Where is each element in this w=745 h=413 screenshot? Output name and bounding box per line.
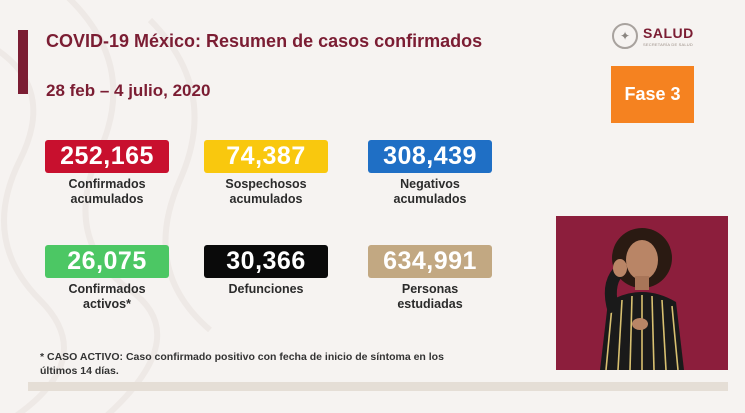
stat-value-box: 634,991 <box>368 245 492 278</box>
stat-value-box: 74,387 <box>204 140 328 173</box>
sign-language-interpreter-video <box>556 216 728 370</box>
salud-logo: ✦ SALUD SECRETARÍA DE SALUD <box>612 21 712 51</box>
stat-label-line1: Negativos <box>400 177 460 191</box>
logo-wordmark: SALUD <box>643 24 694 41</box>
logo-subtext: SECRETARÍA DE SALUD <box>643 41 693 47</box>
stat-label: Defunciones <box>204 282 328 297</box>
stat-sospechosos-acumulados: 74,387 Sospechosos acumulados <box>204 140 328 207</box>
stat-label: Confirmados acumulados <box>45 177 169 207</box>
interpreter-figure-icon <box>600 228 684 370</box>
stat-label-line1: Defunciones <box>228 282 304 296</box>
footnote-line1: * CASO ACTIVO: Caso confirmado positivo … <box>40 351 444 363</box>
stat-confirmados-activos: 26,075 Confirmados activos* <box>45 245 169 312</box>
stat-value-box: 308,439 <box>368 140 492 173</box>
stat-negativos-acumulados: 308,439 Negativos acumulados <box>368 140 492 207</box>
stat-personas-estudiadas: 634,991 Personas estudiadas <box>368 245 492 312</box>
stat-label-line1: Confirmados <box>68 177 146 191</box>
stat-value-box: 30,366 <box>204 245 328 278</box>
stat-label-line2: acumulados <box>70 192 144 206</box>
stat-label: Negativos acumulados <box>368 177 492 207</box>
stat-defunciones: 30,366 Defunciones <box>204 245 328 297</box>
coat-of-arms-icon: ✦ <box>612 23 638 49</box>
phase-badge: Fase 3 <box>611 66 694 123</box>
stat-label: Confirmados activos* <box>45 282 169 312</box>
stat-label-line1: Personas <box>401 282 459 296</box>
stat-confirmados-acumulados: 252,165 Confirmados acumulados <box>45 140 169 207</box>
decorative-pattern <box>0 0 212 413</box>
title-accent-bar <box>18 30 28 94</box>
stat-label-line2: estudiadas <box>397 297 463 311</box>
footnote-line2: últimos 14 días. <box>40 365 119 377</box>
stat-label-line2: acumulados <box>229 192 303 206</box>
stat-value-box: 26,075 <box>45 245 169 278</box>
stat-label-line1: Confirmados <box>68 282 146 296</box>
page-title: COVID-19 México: Resumen de casos confir… <box>46 31 483 51</box>
stat-label-line2: acumulados <box>393 192 467 206</box>
stat-label: Personas estudiadas <box>368 282 492 312</box>
date-range: 28 feb – 4 julio, 2020 <box>46 81 211 100</box>
stat-label-line1: Sospechosos <box>225 177 307 191</box>
stat-label-line2: activos* <box>83 297 131 311</box>
bottom-strip <box>28 382 728 391</box>
stat-label: Sospechosos acumulados <box>204 177 328 207</box>
stat-value-box: 252,165 <box>45 140 169 173</box>
active-case-footnote: * CASO ACTIVO: Caso confirmado positivo … <box>40 350 510 378</box>
